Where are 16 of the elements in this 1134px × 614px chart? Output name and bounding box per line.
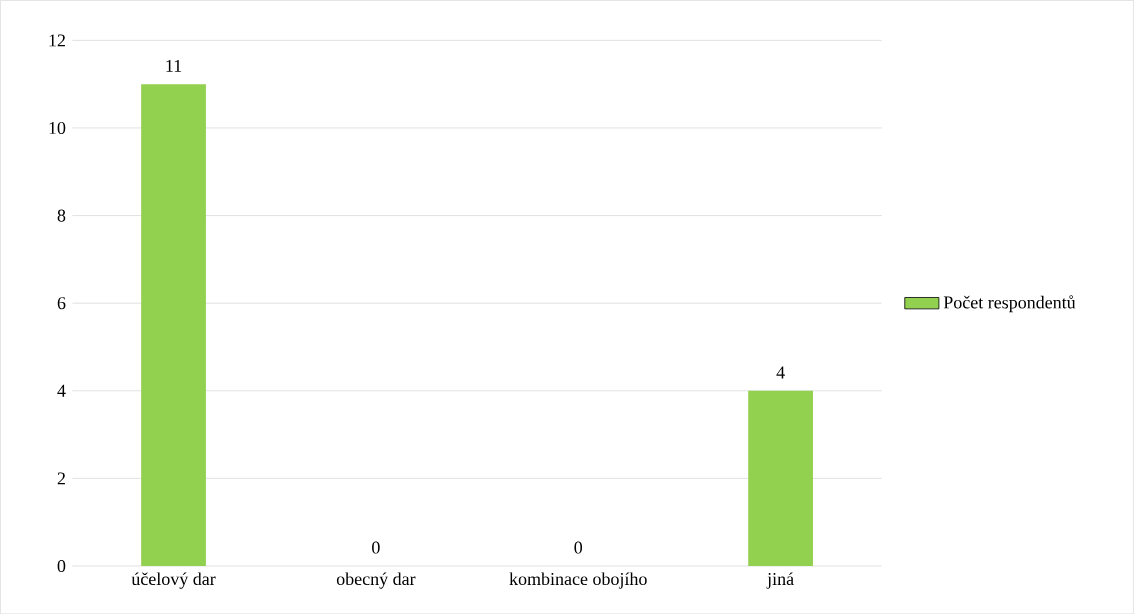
x-tick-label: jiná [766,572,794,589]
data-label: 0 [372,541,380,554]
y-tick-label: 10 [49,121,66,134]
data-label: 11 [166,59,182,72]
data-label: 0 [574,541,583,554]
y-tick-label: 12 [49,34,65,47]
x-tick-label: kombinace obojího [509,572,647,589]
y-tick-label: 6 [57,296,66,310]
y-tick-label: 8 [57,209,66,222]
y-tick-label: 2 [57,472,65,485]
x-tick-label: obecný dar [336,572,416,589]
data-label: 4 [776,366,785,379]
y-tick-label: 0 [57,559,66,572]
legend-label: Počet respondentů [943,295,1076,312]
y-tick-label: 4 [57,384,66,397]
x-tick-label: účelový dar [131,572,216,589]
